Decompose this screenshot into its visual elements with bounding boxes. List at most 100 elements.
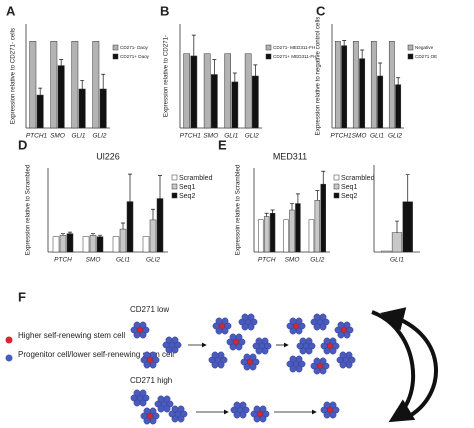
error-bar	[151, 208, 155, 220]
cell	[166, 400, 174, 408]
cell	[142, 394, 150, 402]
cell	[298, 360, 306, 368]
cell	[217, 351, 225, 359]
cell	[255, 347, 263, 355]
cell-cluster	[310, 313, 330, 331]
legend-label: Seq1	[179, 184, 195, 191]
cell	[152, 356, 160, 364]
bar	[381, 250, 392, 253]
cell	[343, 321, 351, 329]
bar	[66, 233, 74, 253]
legend-label: CD271+ MED311-FH	[273, 54, 316, 59]
cell	[243, 363, 251, 371]
cell-cluster	[130, 389, 150, 407]
cell	[322, 362, 330, 370]
cell	[143, 361, 151, 369]
legend-swatch	[171, 174, 178, 181]
x-tick-label: GLI2	[388, 133, 402, 140]
row-label: CD271 high	[130, 376, 172, 385]
cell	[140, 356, 148, 364]
x-tick-label: GLI2	[92, 133, 106, 140]
cell-cluster	[130, 321, 150, 339]
error-bar	[91, 233, 95, 236]
error-bar	[290, 203, 294, 210]
x-tick-label: PTCH1	[180, 133, 202, 140]
legend-label: Seq2	[179, 193, 195, 200]
bar	[252, 75, 259, 129]
bar	[224, 53, 231, 129]
cell	[320, 406, 328, 414]
y-axis-label: Expression relative to Scrambled	[25, 164, 32, 255]
bar	[377, 75, 384, 129]
cell	[143, 407, 151, 415]
cell	[320, 342, 328, 350]
error-bar	[38, 87, 43, 96]
bar	[334, 41, 341, 129]
bar	[203, 53, 211, 129]
chart-title: MED311	[273, 151, 307, 161]
cell-cluster	[240, 353, 260, 371]
y-axis-label: Expression relative to CD271- cells	[10, 28, 17, 124]
bar	[263, 216, 270, 253]
cell	[142, 326, 150, 334]
cell-cluster	[320, 337, 340, 355]
cell	[319, 367, 327, 375]
bar	[244, 53, 252, 129]
cell	[329, 337, 337, 345]
cell-cluster	[140, 351, 160, 369]
cell	[261, 337, 269, 345]
x-tick-label: GLI1	[116, 257, 130, 264]
cell	[149, 351, 157, 359]
cell	[238, 318, 246, 326]
cell	[295, 327, 303, 335]
cell	[308, 342, 316, 350]
legend-swatch	[171, 183, 178, 190]
cell	[143, 351, 151, 359]
error-bar	[59, 59, 64, 66]
curved-arrow	[371, 310, 416, 423]
legend-label: Negative	[415, 45, 434, 50]
bar	[112, 236, 120, 253]
cell	[339, 361, 347, 369]
cell	[235, 343, 243, 351]
cell	[233, 401, 241, 409]
legend-label: Scrambled	[341, 175, 375, 182]
cell	[130, 394, 138, 402]
error-bar	[342, 40, 347, 46]
cell	[133, 331, 141, 339]
cell	[264, 342, 272, 350]
cell	[289, 327, 297, 335]
cell	[233, 411, 241, 419]
cell	[171, 346, 179, 354]
bar	[402, 201, 413, 253]
cell	[139, 389, 147, 397]
cell	[242, 406, 250, 414]
bar	[78, 88, 86, 129]
cell	[163, 395, 171, 403]
cell	[305, 337, 313, 345]
cell	[323, 347, 331, 355]
error-bar	[295, 193, 300, 204]
x-tick-label: SMO	[352, 133, 367, 140]
cell	[323, 337, 331, 345]
cell	[319, 313, 327, 321]
x-tick-label: PTCH	[54, 257, 72, 264]
cell	[252, 342, 260, 350]
x-tick-label: SMO	[285, 257, 300, 264]
chart-title: Ul226	[96, 151, 120, 161]
cell	[329, 411, 337, 419]
cell	[298, 322, 306, 330]
cell	[229, 333, 237, 341]
cell	[295, 365, 303, 373]
bar	[289, 209, 295, 253]
cell	[247, 323, 255, 331]
x-tick-label: SMO	[86, 257, 101, 264]
x-tick-label: GLI1	[370, 133, 384, 140]
panel-f: Higher self-renewing stem cell Progenito…	[5, 305, 174, 385]
cell	[224, 322, 232, 330]
panel-letter: C	[316, 3, 326, 18]
cell	[295, 317, 303, 325]
cell	[165, 346, 173, 354]
bar	[388, 41, 395, 129]
cell	[177, 405, 185, 413]
